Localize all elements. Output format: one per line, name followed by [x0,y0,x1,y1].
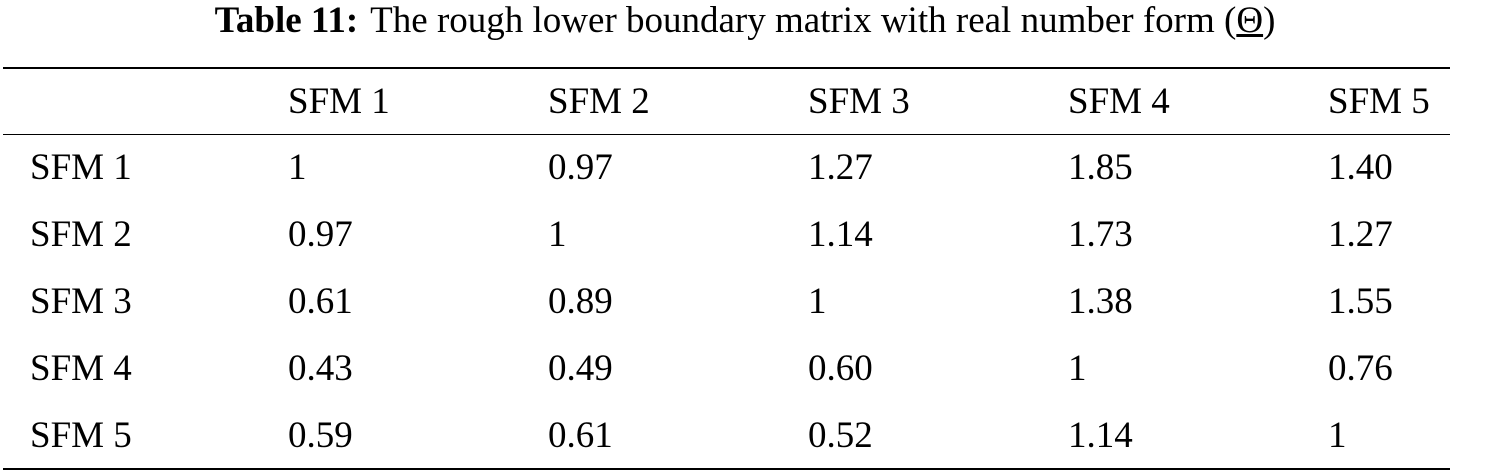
table: SFM 1 SFM 2 SFM 3 SFM 4 SFM 5 SFM 1 1 0.97 1.27… [3,67,1450,470]
table-cell: 0.43 [288,348,353,389]
table-row: SFM 1 1 0.97 1.27 1.85 1.40 [3,134,1450,201]
table-row: SFM 5 0.59 0.61 0.52 1.14 1 [3,402,1450,469]
caption-label: Table 11: [214,0,359,41]
table-cell: 1.73 [1068,214,1133,255]
table-cell: 0.59 [288,414,353,456]
table-cell: 1 [1068,348,1087,389]
table-cell: 1.85 [1068,147,1133,189]
table-cell: 1 [1328,414,1347,456]
table-cell: 1.38 [1068,281,1133,322]
row-label: SFM 1 [30,147,132,189]
row-label: SFM 3 [30,281,132,322]
caption: Table 11: The rough lower boundary matrix… [0,0,1490,42]
table-cell: 0.60 [808,348,873,389]
column-header: SFM 4 [1068,80,1170,122]
header-row: SFM 1 SFM 2 SFM 3 SFM 4 SFM 5 [3,68,1450,134]
row-label: SFM 2 [30,214,132,255]
table-row: SFM 4 0.43 0.49 0.60 1 0.76 [3,335,1450,402]
table-cell: 0.52 [808,414,873,456]
table-cell: 0.97 [548,147,613,189]
table-cell: 0.97 [288,214,353,255]
table-header: SFM 1 SFM 2 SFM 3 SFM 4 SFM 5 [3,68,1450,134]
table-cell: 1.40 [1328,147,1393,189]
table-cell: 0.76 [1328,348,1393,389]
table-cell: 1.27 [808,147,873,189]
table-body: SFM 1 1 0.97 1.27 1.85 1.40 SFM 2 0.97 1 1.14 1.73… [3,134,1450,469]
column-header: SFM 3 [808,80,910,122]
table-cell: 1.14 [1068,414,1133,456]
column-header: SFM 1 [288,80,390,122]
caption-symbol: Θ [1236,0,1264,41]
corner-cell [3,68,288,134]
row-label: SFM 5 [30,414,132,456]
caption-text: The rough lower boundary matrix with rea… [370,0,1237,41]
row-label: SFM 4 [30,348,132,389]
table-cell: 1.55 [1328,281,1393,322]
table-cell: 1.27 [1328,214,1393,255]
table-cell: 1 [288,147,307,189]
table-row: SFM 3 0.61 0.89 1 1.38 1.55 [3,268,1450,335]
table-cell: 0.49 [548,348,613,389]
column-header: SFM 2 [548,80,650,122]
caption-text-end: ) [1263,0,1276,41]
table-cell: 1 [548,214,567,255]
table-cell: 0.89 [548,281,613,322]
table-row: SFM 2 0.97 1 1.14 1.73 1.27 [3,201,1450,268]
table-cell: 1 [808,281,827,322]
table-cell: 0.61 [288,281,353,322]
table-cell: 0.61 [548,414,613,456]
table-cell: 1.14 [808,214,873,255]
column-header: SFM 5 [1328,80,1430,122]
